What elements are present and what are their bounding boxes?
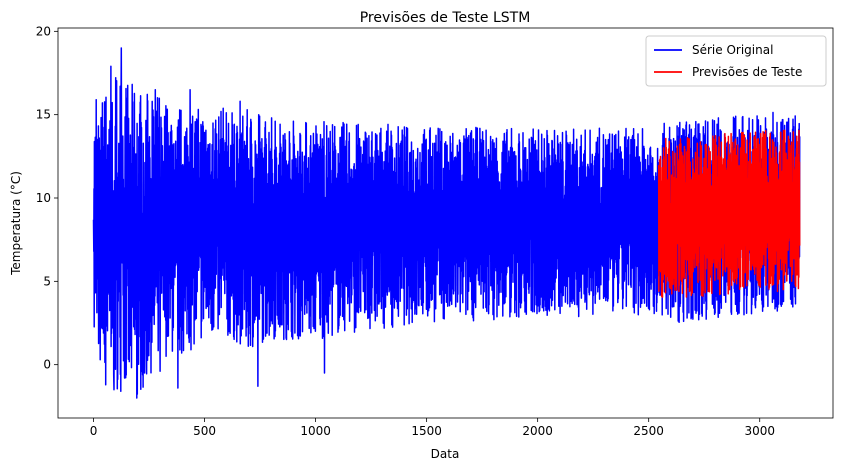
x-tick-label: 2000 (522, 424, 553, 438)
legend-label: Série Original (692, 43, 773, 57)
legend-box (645, 35, 827, 87)
plot-frame (57, 27, 834, 419)
chart-title: Previsões de Teste LSTM (360, 10, 531, 26)
y-tick-label: 15 (36, 108, 51, 122)
x-axis: 0 500 1000 1500 2000 2500 3000 (90, 418, 775, 438)
series-line-previsoes-de-teste (657, 129, 801, 299)
y-tick-label: 20 (36, 24, 51, 38)
y-tick-label: 10 (36, 191, 51, 205)
x-tick-label: 0 (90, 424, 98, 438)
x-axis-label: Data (431, 447, 460, 461)
y-axis-label: Temperatura (°C) (9, 171, 23, 276)
x-tick-label: 1000 (300, 424, 331, 438)
plot-area (57, 27, 834, 419)
y-axis: 0 5 10 15 20 (36, 24, 58, 372)
y-tick-label: 0 (43, 358, 51, 372)
y-tick-label: 5 (43, 274, 51, 288)
x-tick-label: 1500 (411, 424, 442, 438)
series-layer (92, 47, 801, 399)
legend-label: Previsões de Teste (692, 65, 802, 79)
x-tick-label: 3000 (744, 424, 775, 438)
legend: Série Original Previsões de Teste (645, 35, 827, 87)
x-tick-label: 2500 (633, 424, 664, 438)
x-tick-label: 500 (193, 424, 216, 438)
